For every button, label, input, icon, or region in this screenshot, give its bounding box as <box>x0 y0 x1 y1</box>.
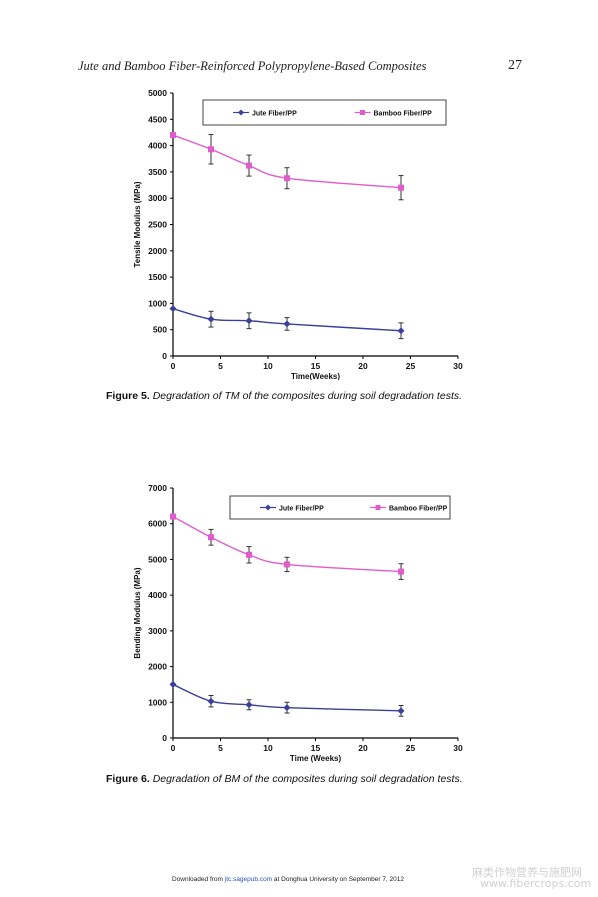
data-point <box>245 317 253 325</box>
data-point <box>170 132 176 139</box>
legend-swatch-marker <box>238 109 244 116</box>
x-tick-label: 10 <box>263 743 273 753</box>
data-point <box>169 680 177 688</box>
watermark-url: www.fibercrops.com <box>480 877 592 890</box>
y-tick-label: 6000 <box>148 519 167 529</box>
y-tick-label: 1500 <box>148 272 167 282</box>
figure-6-caption-label: Figure 6. <box>106 773 150 785</box>
data-point <box>284 175 290 182</box>
figure-6-caption: Figure 6. Degradation of BM of the compo… <box>106 773 463 785</box>
x-tick-label: 15 <box>311 743 321 753</box>
x-axis-title: Time(Weeks) <box>291 372 340 380</box>
figure-5-caption-label: Figure 5. <box>106 390 150 402</box>
legend-box <box>229 495 451 520</box>
footer-suffix: at Donghua University on September 7, 20… <box>273 876 405 883</box>
data-point <box>283 320 291 328</box>
y-tick-label: 4000 <box>148 590 167 600</box>
data-point <box>398 184 404 191</box>
y-tick-label: 0 <box>162 733 167 743</box>
data-point <box>208 534 214 541</box>
y-tick-label: 5000 <box>148 88 167 98</box>
x-tick-label: 20 <box>358 361 368 371</box>
legend-label: Bamboo Fiber/PP <box>374 111 433 118</box>
x-tick-label: 5 <box>218 743 223 753</box>
x-axis-title: Time (Weeks) <box>290 754 342 763</box>
y-tick-label: 3500 <box>148 167 167 177</box>
data-point <box>245 701 253 709</box>
figure-5-caption: Figure 5. Degradation of TM of the compo… <box>106 390 462 402</box>
x-tick-label: 25 <box>406 361 416 371</box>
x-tick-label: 10 <box>263 361 273 371</box>
y-tick-label: 500 <box>153 325 167 335</box>
x-tick-label: 5 <box>218 361 223 371</box>
legend-swatch-marker <box>265 504 271 511</box>
figure-5-chart: 0 500 1000 1500 2000 2500 3000 3500 4000 4500 5000… <box>133 88 463 380</box>
figure-5-caption-text: Degradation of TM of the composites duri… <box>152 390 463 402</box>
footer-link[interactable]: jtc.sagepub.com <box>224 876 273 883</box>
y-tick-label: 5000 <box>148 554 167 564</box>
data-point <box>169 305 177 313</box>
legend-swatch-marker <box>360 110 365 115</box>
data-point <box>207 697 215 705</box>
figure-6-caption-text: Degradation of BM of the composites duri… <box>152 773 463 785</box>
y-tick-label: 3000 <box>148 626 167 636</box>
watermark-chinese: 麻类作物营养与施肥网 <box>472 866 582 879</box>
y-tick-label: 2000 <box>148 246 167 256</box>
footer-prefix: Downloaded from <box>172 876 223 883</box>
x-tick-label: 25 <box>406 743 416 753</box>
x-tick-label: 0 <box>171 361 176 371</box>
data-point <box>284 561 290 568</box>
y-tick-label: 2000 <box>148 662 167 672</box>
x-tick-label: 0 <box>171 743 176 753</box>
data-point <box>170 513 176 520</box>
figure-6-chart: 0 1000 2000 3000 4000 5000 6000 7000 0 5 10 15 20 25 3… <box>133 483 463 763</box>
x-tick-label: 30 <box>453 361 463 371</box>
running-header-title: Jute and Bamboo Fiber-Reinforced Polypro… <box>78 59 427 73</box>
x-tick-label: 15 <box>311 361 321 371</box>
legend-label: Bamboo Fiber/PP <box>389 506 448 513</box>
data-point <box>246 162 252 169</box>
data-point <box>246 551 252 558</box>
y-tick-label: 0 <box>162 351 167 361</box>
y-tick-label: 4000 <box>148 141 167 151</box>
x-tick-label: 30 <box>453 743 463 753</box>
page-number: 27 <box>508 58 522 73</box>
data-point <box>283 704 291 712</box>
data-point <box>207 315 215 323</box>
y-axis-title: Tensile Modulus (MPa) <box>133 181 142 267</box>
legend-swatch-marker <box>375 505 381 510</box>
y-tick-label: 1000 <box>148 298 167 308</box>
x-tick-label: 20 <box>358 743 368 753</box>
data-point <box>397 327 405 335</box>
data-point <box>208 146 214 153</box>
legend-label: Jute Fiber/PP <box>252 111 297 118</box>
download-footer: Downloaded from jtc.sagepub.com at Dongh… <box>172 876 404 883</box>
data-point <box>397 707 405 715</box>
data-point <box>398 568 404 575</box>
y-tick-label: 2500 <box>148 220 167 230</box>
y-tick-label: 7000 <box>148 483 167 493</box>
y-tick-label: 3000 <box>148 193 167 203</box>
y-tick-label: 4500 <box>148 114 167 124</box>
y-axis-title: Bending Modulus (MPa) <box>133 567 142 658</box>
legend-label: Jute Fiber/PP <box>279 506 324 513</box>
y-tick-label: 1000 <box>148 697 167 707</box>
